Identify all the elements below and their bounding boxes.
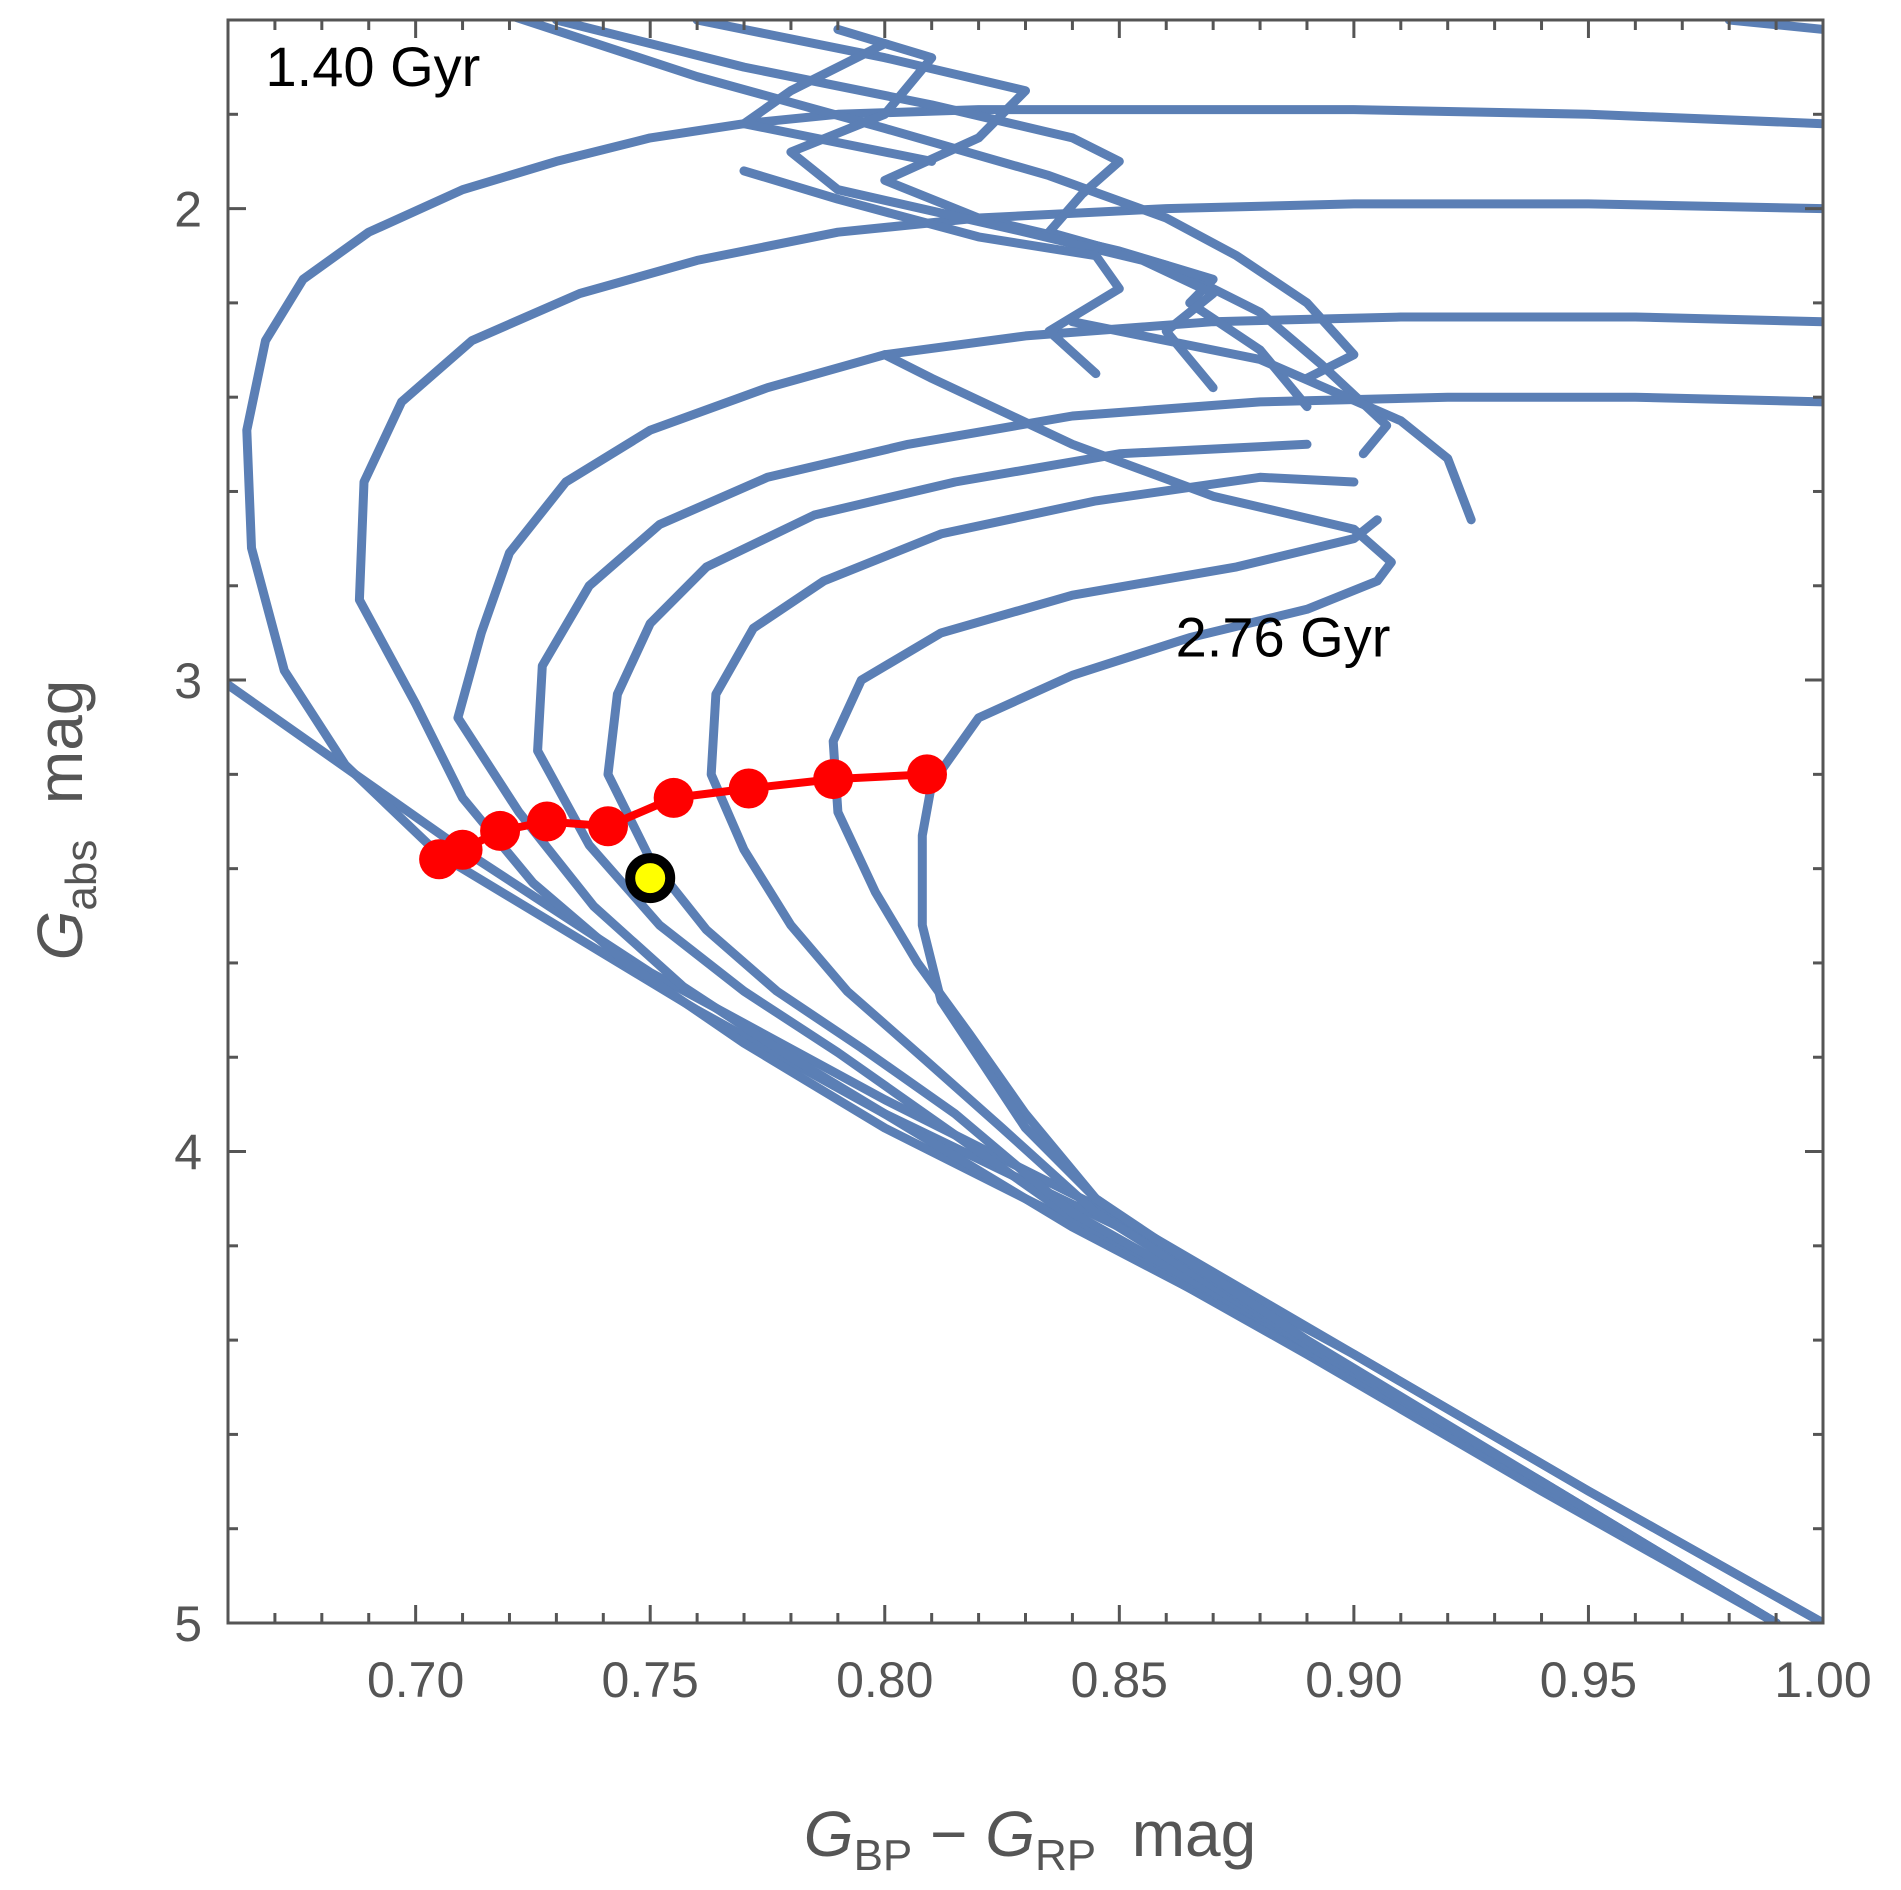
trend-point-9: [906, 754, 947, 795]
x-tick-label: 0.70: [367, 1652, 464, 1708]
isochrone-upper-g: [1067, 317, 1476, 525]
axis-ticks: [228, 18, 1825, 1625]
y-axis-title-unit: mag: [24, 680, 96, 840]
y-axis-title-g: G: [24, 911, 96, 961]
trend-point-5: [587, 806, 628, 847]
annotation-age-young: 1.40 Gyr: [266, 35, 481, 98]
x-tick-label: 1.00: [1774, 1652, 1871, 1708]
trend-point-2: [442, 829, 483, 870]
x-axis-title-unit: mag: [1096, 1798, 1256, 1870]
isochrone-upper-a: [509, 20, 1359, 383]
isochrone-8: [828, 515, 1781, 1623]
y-axis-title: Gabs mag: [24, 680, 106, 961]
trend-point-6: [653, 777, 694, 818]
isochrone-9: [880, 350, 1781, 1623]
plot-frame: [226, 18, 1825, 1625]
turnoff-trend: [419, 754, 947, 880]
x-axis-title-sub2: RP: [1035, 1831, 1096, 1880]
isochrone-upper-e: [739, 166, 1124, 379]
isochrone-5: [533, 392, 1823, 1623]
x-axis-title-op: −: [912, 1798, 985, 1870]
y-tick-label: 2: [174, 182, 202, 238]
isochrone-upper-d: [786, 24, 1218, 393]
isochrone-4: [453, 312, 1823, 1623]
isochrone-7: [706, 472, 1781, 1623]
observed-star-marker: [625, 853, 676, 904]
x-axis-title: GBP − GRP mag: [804, 1798, 1256, 1880]
y-tick-label: 4: [174, 1125, 202, 1181]
y-tick-label: 3: [174, 653, 202, 709]
tick-labels: 0.70 0.75 0.80 0.85 0.90 0.95 1.00 2 3 4 5: [174, 182, 1871, 1708]
observed-star-point: [625, 853, 676, 904]
x-axis-title-sub1: BP: [854, 1831, 913, 1880]
trend-point-7: [728, 768, 769, 809]
trend-point-4: [527, 801, 567, 842]
y-axis-title-sub: abs: [57, 840, 106, 911]
isochrone-upper-f: [739, 39, 937, 166]
annotation-age-old: 2.76 Gyr: [1176, 605, 1391, 668]
x-tick-label: 0.80: [836, 1652, 933, 1708]
x-tick-label: 0.85: [1071, 1652, 1168, 1708]
x-axis-title-g2: G: [985, 1798, 1035, 1870]
x-axis-title-g1: G: [804, 1798, 854, 1870]
x-tick-label: 0.75: [602, 1652, 699, 1708]
isochrone-curves: [228, 20, 1823, 1623]
x-tick-label: 0.95: [1540, 1652, 1637, 1708]
x-tick-label: 0.90: [1305, 1652, 1402, 1708]
trend-point-3: [480, 810, 521, 851]
y-tick-label: 5: [174, 1596, 202, 1652]
trend-point-8: [813, 759, 854, 800]
